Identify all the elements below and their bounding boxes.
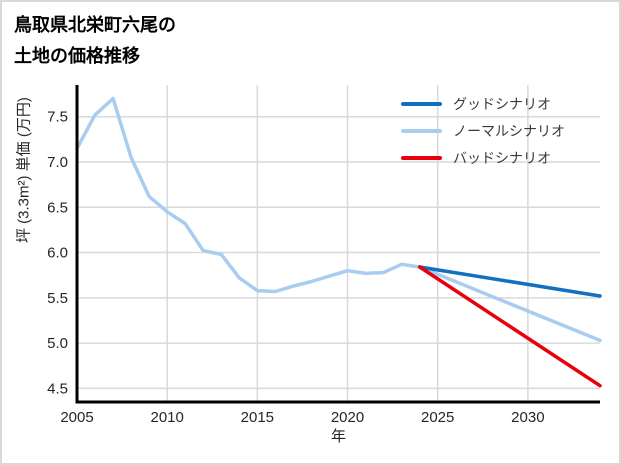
legend: グッドシナリオ ノーマルシナリオ バッドシナリオ [401,90,565,171]
title-line-2: 土地の価格推移 [14,46,140,66]
series-line-bad [417,265,602,388]
legend-item: バッドシナリオ [401,144,565,171]
page-title: 鳥取県北栄町六尾の 土地の価格推移 [14,10,176,72]
y-tick-label: 7.5 [47,109,68,126]
y-tick-label: 5.5 [47,290,68,307]
legend-line-icon [401,101,442,106]
legend-line-icon [401,128,442,133]
x-axis-label: 年 [330,428,346,445]
y-tick-label: 6.0 [47,245,68,262]
x-tick-label: 2010 [150,409,183,426]
x-tick-label: 2015 [241,409,274,426]
title-line-1: 鳥取県北栄町六尾の [14,15,176,35]
series-line-normal [75,96,602,343]
x-tick-label: 2025 [421,409,454,426]
legend-label: ノーマルシナリオ [453,122,565,139]
x-tick-label: 2030 [511,409,544,426]
y-tick-label: 7.0 [47,154,68,171]
legend-item: グッドシナリオ [401,90,565,117]
legend-label: グッドシナリオ [453,95,551,112]
x-tick-label: 2005 [60,409,93,426]
y-tick-label: 5.0 [47,335,68,352]
series-line-good [417,265,602,298]
legend-item: ノーマルシナリオ [401,117,565,144]
legend-label: バッドシナリオ [453,149,551,166]
x-tick-label: 2020 [331,409,364,426]
legend-line-icon [401,155,442,160]
y-tick-label: 6.5 [47,199,68,216]
y-tick-label: 4.5 [47,380,68,397]
